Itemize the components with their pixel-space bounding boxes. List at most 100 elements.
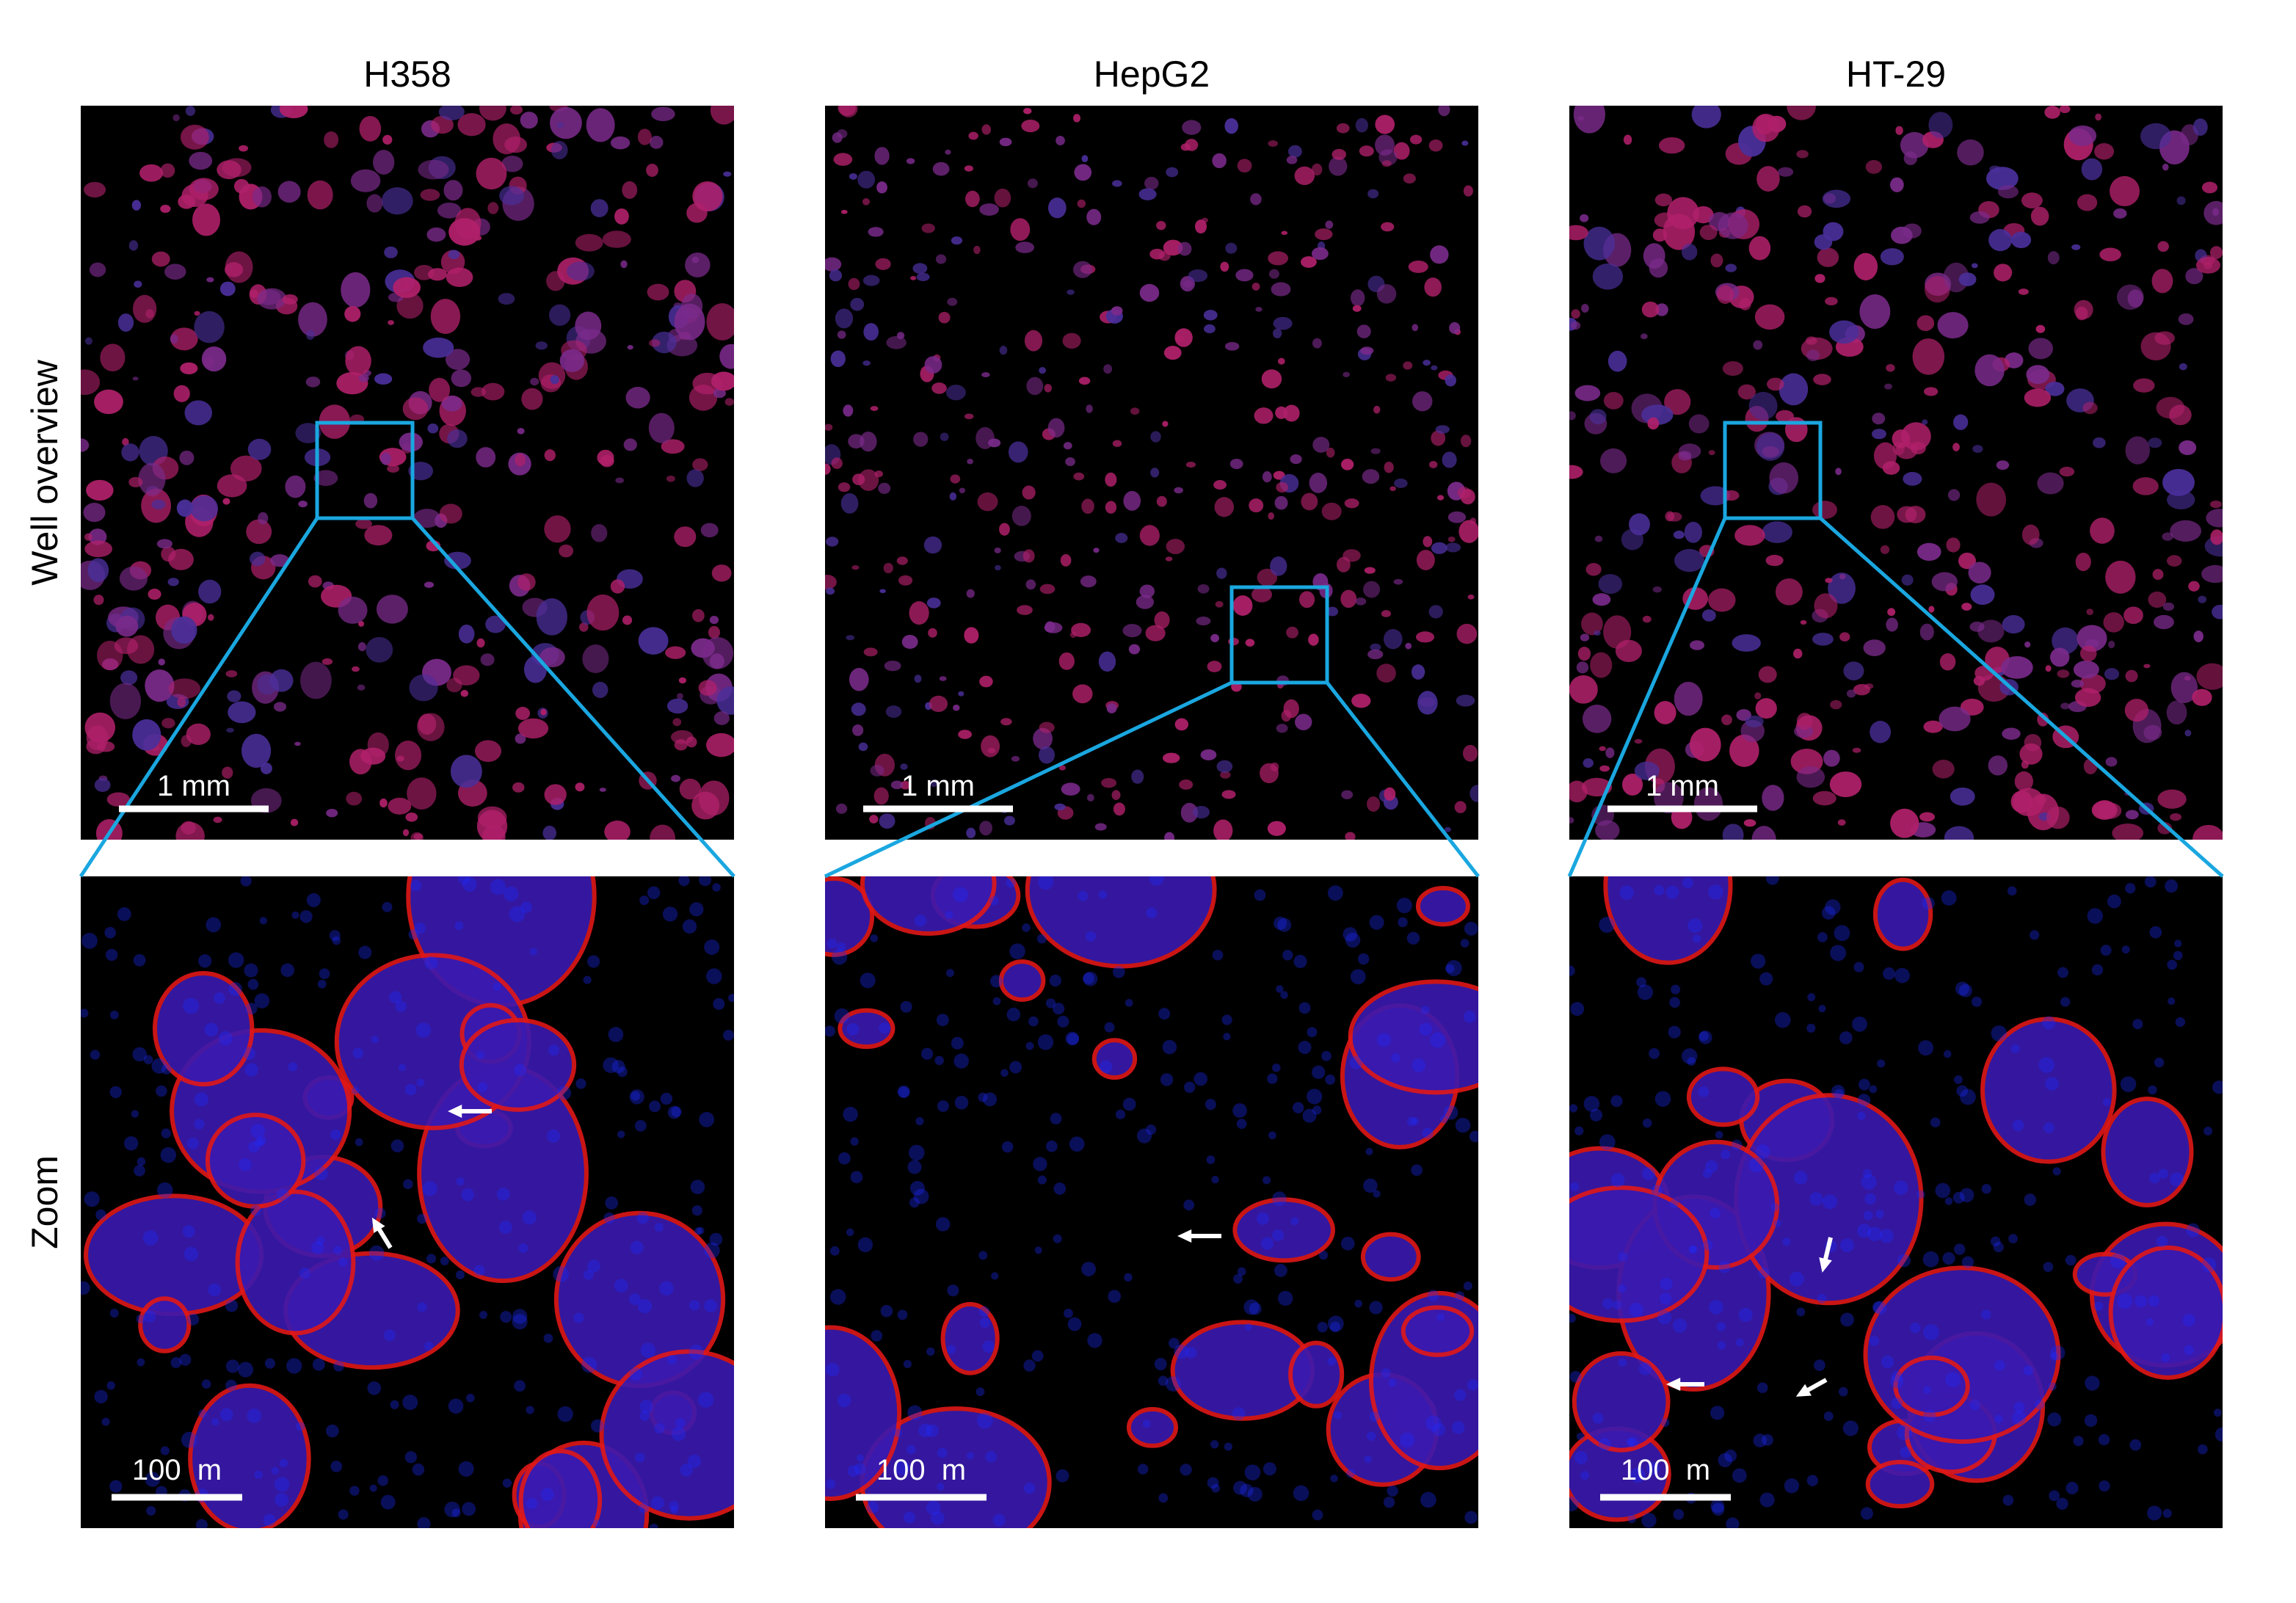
nucleus: [477, 1082, 488, 1092]
cell-colony: [981, 124, 992, 135]
nucleus: [1274, 1263, 1287, 1277]
nucleus: [548, 1044, 560, 1056]
scale-label: 100 m: [876, 1454, 966, 1486]
cell-colony: [2185, 268, 2204, 285]
cell-colony: [863, 323, 879, 341]
nucleus: [257, 1135, 266, 1146]
cell-colony: [1058, 652, 1075, 670]
nucleus: [936, 1014, 949, 1027]
nucleus: [947, 1345, 956, 1354]
cell-colony: [1444, 826, 1451, 832]
nucleus: [1945, 1372, 1961, 1387]
nucleus: [1817, 931, 1828, 942]
nucleus: [198, 954, 212, 968]
nucleus: [518, 1243, 528, 1253]
cell-cluster: [1126, 1406, 1179, 1448]
nucleus: [1436, 1313, 1445, 1321]
nucleus: [682, 919, 697, 934]
cell-colony: [1825, 297, 1838, 306]
cell-colony: [1249, 498, 1264, 513]
nucleus: [1758, 1268, 1770, 1279]
cell-colony: [1270, 556, 1287, 576]
nucleus: [2125, 883, 2136, 894]
nucleus: [1669, 1199, 1679, 1209]
cell-colony: [1101, 777, 1117, 788]
cell-colony: [711, 371, 734, 391]
cell-colony: [1792, 648, 1803, 659]
nucleus: [1660, 1277, 1673, 1290]
cell-colony: [949, 492, 957, 501]
nucleus: [1619, 885, 1634, 900]
nucleus: [2212, 1080, 2223, 1094]
nucleus: [913, 1188, 929, 1204]
nucleus: [540, 1488, 554, 1502]
cell-colony: [2071, 680, 2085, 688]
nucleus: [160, 1446, 170, 1455]
cell-colony: [1767, 115, 1787, 133]
nucleus: [1445, 964, 1455, 973]
cell-colony: [2024, 388, 2052, 407]
cell-colony: [217, 474, 247, 498]
cell-colony: [1751, 826, 1776, 840]
nucleus: [1464, 1511, 1478, 1524]
nucleus: [639, 1400, 654, 1414]
nucleus: [1006, 878, 1016, 888]
cell-colony: [965, 190, 980, 208]
nucleus: [1569, 1182, 1580, 1191]
nucleus: [1705, 1160, 1718, 1173]
nucleus: [473, 1265, 485, 1276]
cell-colony: [1796, 766, 1825, 788]
cell-colony: [1417, 691, 1438, 715]
cell-colony: [1416, 550, 1435, 570]
cell-colony: [1961, 603, 1972, 611]
cell-colony: [1393, 142, 1410, 160]
nucleus: [1897, 1425, 1913, 1441]
cell-colony: [481, 382, 505, 401]
nucleus: [723, 1029, 734, 1041]
nucleus: [856, 1454, 865, 1462]
cell-colony: [1412, 391, 1433, 412]
nucleus: [1006, 1007, 1021, 1022]
nucleus: [1053, 1234, 1062, 1243]
cell-colony: [1409, 134, 1423, 145]
cell-colony: [1769, 462, 1799, 494]
nucleus: [1263, 1176, 1271, 1185]
nucleus: [498, 1221, 512, 1235]
nucleus: [2121, 945, 2130, 954]
nucleus: [1646, 1462, 1660, 1475]
cell-colony: [708, 625, 720, 639]
cell-cluster: [599, 1349, 734, 1521]
cell-colony: [122, 437, 129, 446]
cell-colony: [2162, 163, 2169, 171]
cell-colony: [1429, 460, 1438, 469]
cell-colony: [1077, 199, 1086, 208]
cell-colony: [604, 820, 631, 840]
nucleus: [1087, 1333, 1102, 1348]
cell-colony: [2079, 645, 2097, 662]
nucleus: [1292, 1102, 1304, 1113]
nucleus: [1599, 917, 1616, 933]
cell-colony: [120, 670, 138, 686]
cell-colony: [878, 482, 891, 494]
cell-colony: [396, 293, 424, 319]
nucleus: [1427, 1290, 1439, 1301]
cell-colony: [2212, 604, 2223, 619]
nucleus: [1759, 1492, 1775, 1508]
cell-colony: [2068, 125, 2097, 146]
nucleus: [689, 902, 704, 917]
nucleus: [1682, 877, 1693, 889]
cell-colony: [1072, 261, 1092, 278]
cell-colony: [1968, 561, 1991, 584]
nucleus: [557, 1406, 573, 1422]
cell-colony: [678, 677, 687, 684]
cell-colony: [458, 624, 475, 644]
cell-colony: [172, 114, 180, 122]
nucleus: [908, 1144, 925, 1161]
cell-colony: [2140, 123, 2172, 150]
cell-colony: [1460, 489, 1475, 505]
cell-colony: [1112, 440, 1122, 447]
nucleus: [1232, 1407, 1246, 1421]
cell-cluster: [1025, 876, 1217, 969]
cell-colony: [405, 813, 418, 822]
nucleus: [1665, 885, 1679, 899]
